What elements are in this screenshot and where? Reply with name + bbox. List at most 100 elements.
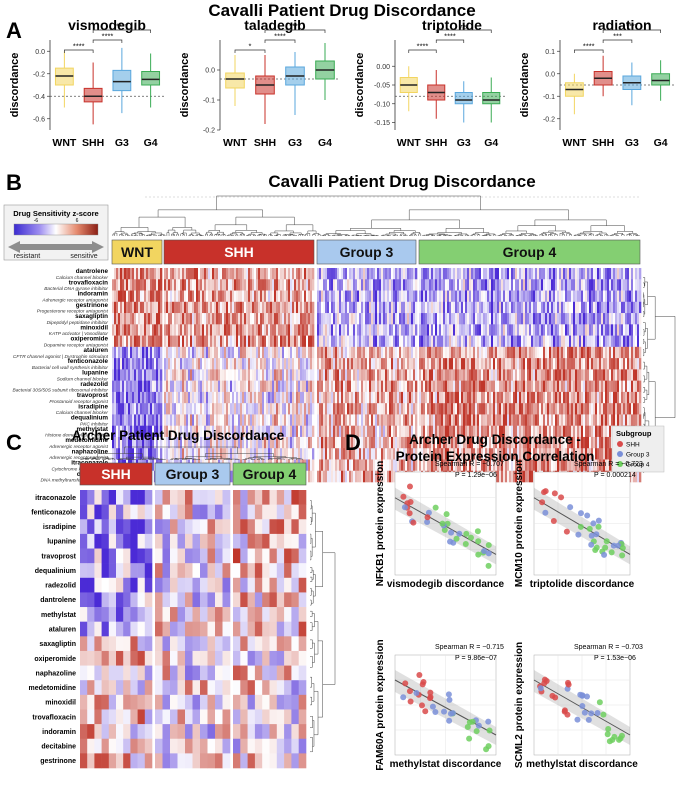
heat-cell xyxy=(176,380,179,393)
box-SHH: SHH xyxy=(82,62,104,149)
heat-cell xyxy=(246,403,249,415)
heat-cell xyxy=(443,346,446,359)
heat-cell xyxy=(405,313,408,325)
heat-cell xyxy=(124,436,127,449)
heat-cell xyxy=(204,425,207,438)
heat-cell xyxy=(335,268,338,280)
heat-cell xyxy=(399,391,402,404)
heat-cell xyxy=(240,290,243,303)
heat-cell xyxy=(505,448,508,460)
heat-cell xyxy=(168,358,171,370)
heat-cell xyxy=(445,358,448,370)
heat-cell xyxy=(194,268,197,280)
heat-cell xyxy=(224,448,227,460)
heat-cell xyxy=(467,380,470,393)
heat-cell xyxy=(124,380,127,393)
heat-cell xyxy=(234,436,237,449)
heat-cell xyxy=(120,335,123,348)
heat-cell xyxy=(228,290,231,303)
heat-cell xyxy=(226,448,229,460)
heat-cell xyxy=(477,313,480,325)
heat-cell xyxy=(495,403,498,415)
heat-cell xyxy=(188,313,191,325)
heat-cell xyxy=(495,279,498,291)
heat-cell xyxy=(126,335,129,348)
heat-cell xyxy=(246,335,249,348)
heat-cell xyxy=(371,301,374,314)
significance-bracket: **** xyxy=(92,32,123,43)
heat-cell xyxy=(288,279,291,291)
heat-cell xyxy=(270,268,273,280)
heat-cell xyxy=(226,403,229,415)
heat-cell xyxy=(503,470,506,483)
heat-cell xyxy=(112,313,115,325)
heat-cell xyxy=(401,403,404,415)
heat-cell xyxy=(140,425,143,438)
heat-cell xyxy=(363,268,366,280)
heat-cell xyxy=(379,369,382,381)
heat-cell xyxy=(144,279,147,291)
heat-cell xyxy=(419,313,422,325)
heat-cell xyxy=(186,324,189,336)
heat-cell xyxy=(491,391,494,404)
heat-cell xyxy=(323,369,326,381)
heat-cell xyxy=(485,380,488,393)
heat-cell xyxy=(284,324,287,336)
heat-cell xyxy=(276,346,279,359)
heat-cell xyxy=(401,268,404,280)
heat-cell xyxy=(294,369,297,381)
heat-cell xyxy=(423,369,426,381)
heat-cell xyxy=(347,358,350,370)
heat-cell xyxy=(339,335,342,348)
heat-cell xyxy=(503,436,506,449)
heat-cell xyxy=(415,313,418,325)
heat-cell xyxy=(312,403,315,415)
heat-cell xyxy=(363,425,366,438)
heat-cell xyxy=(419,335,422,348)
heat-cell xyxy=(365,425,368,438)
heat-cell xyxy=(367,290,370,303)
heat-cell xyxy=(353,358,356,370)
heat-cell xyxy=(266,380,269,393)
heat-cell xyxy=(114,268,117,280)
heat-cell xyxy=(210,369,213,381)
heat-cell xyxy=(347,301,350,314)
heat-cell xyxy=(341,448,344,460)
heat-cell xyxy=(409,459,412,472)
heat-cell xyxy=(385,358,388,370)
heat-cell xyxy=(415,436,418,449)
heat-cell xyxy=(399,335,402,348)
heat-cell xyxy=(164,301,167,314)
heat-cell xyxy=(134,335,137,348)
heat-cell xyxy=(200,335,203,348)
heat-cell xyxy=(278,335,281,348)
heat-cell xyxy=(375,403,378,415)
heat-cell xyxy=(343,290,346,303)
heat-cell xyxy=(317,335,320,348)
heat-cell xyxy=(138,268,141,280)
heat-cell xyxy=(216,279,219,291)
heat-cell xyxy=(347,448,350,460)
heat-cell xyxy=(489,436,492,449)
heat-cell xyxy=(294,403,297,415)
heat-cell xyxy=(268,425,271,438)
heat-cell xyxy=(379,346,382,359)
heat-cell xyxy=(160,380,163,393)
heat-cell xyxy=(152,335,155,348)
heat-cell xyxy=(469,279,472,291)
heat-cell xyxy=(339,425,342,438)
heat-cell xyxy=(463,414,466,426)
heat-cell xyxy=(248,324,251,336)
heat-cell xyxy=(443,403,446,415)
heat-cell xyxy=(399,369,402,381)
heat-cell xyxy=(381,425,384,438)
heat-cell xyxy=(329,358,332,370)
heat-cell xyxy=(491,279,494,291)
heat-cell xyxy=(292,448,295,460)
x-tick-label: G3 xyxy=(457,137,471,149)
heat-cell xyxy=(333,403,336,415)
heat-cell xyxy=(389,358,392,370)
row-desc: KATP activator | Vasodilator xyxy=(49,331,109,337)
heat-cell xyxy=(224,380,227,393)
heat-cell xyxy=(463,279,466,291)
